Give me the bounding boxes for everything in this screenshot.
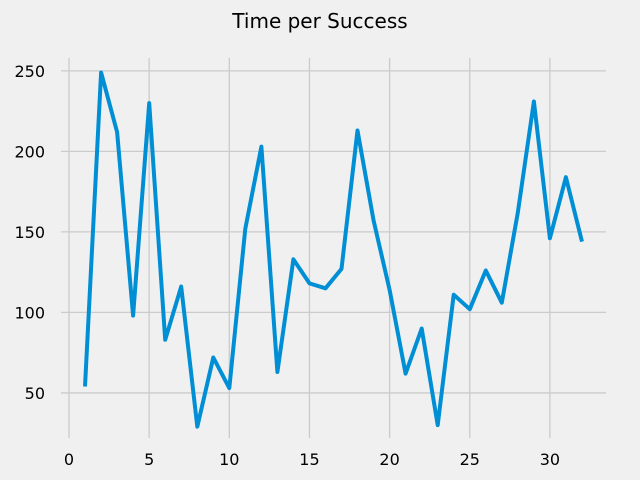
- chart-title: Time per Success: [231, 9, 407, 33]
- x-tick-label: 25: [460, 450, 480, 469]
- x-tick-label: 5: [144, 450, 154, 469]
- y-tick-label: 100: [14, 303, 45, 322]
- y-tick-label: 200: [14, 142, 45, 161]
- x-tick-label: 20: [379, 450, 399, 469]
- series-line: [83, 70, 584, 429]
- y-tick-label: 50: [25, 384, 45, 403]
- y-tick-label: 250: [14, 62, 45, 81]
- x-tick-label: 30: [540, 450, 560, 469]
- x-tick-label: 10: [219, 450, 239, 469]
- y-tick-label: 150: [14, 223, 45, 242]
- x-tick-label: 15: [299, 450, 319, 469]
- x-tick-label: 0: [64, 450, 74, 469]
- tick-labels: 50 100 150 200 250 0 5 10 15 20 25 30: [14, 62, 560, 469]
- grid-lines: [61, 58, 606, 438]
- series-layer: [83, 70, 584, 429]
